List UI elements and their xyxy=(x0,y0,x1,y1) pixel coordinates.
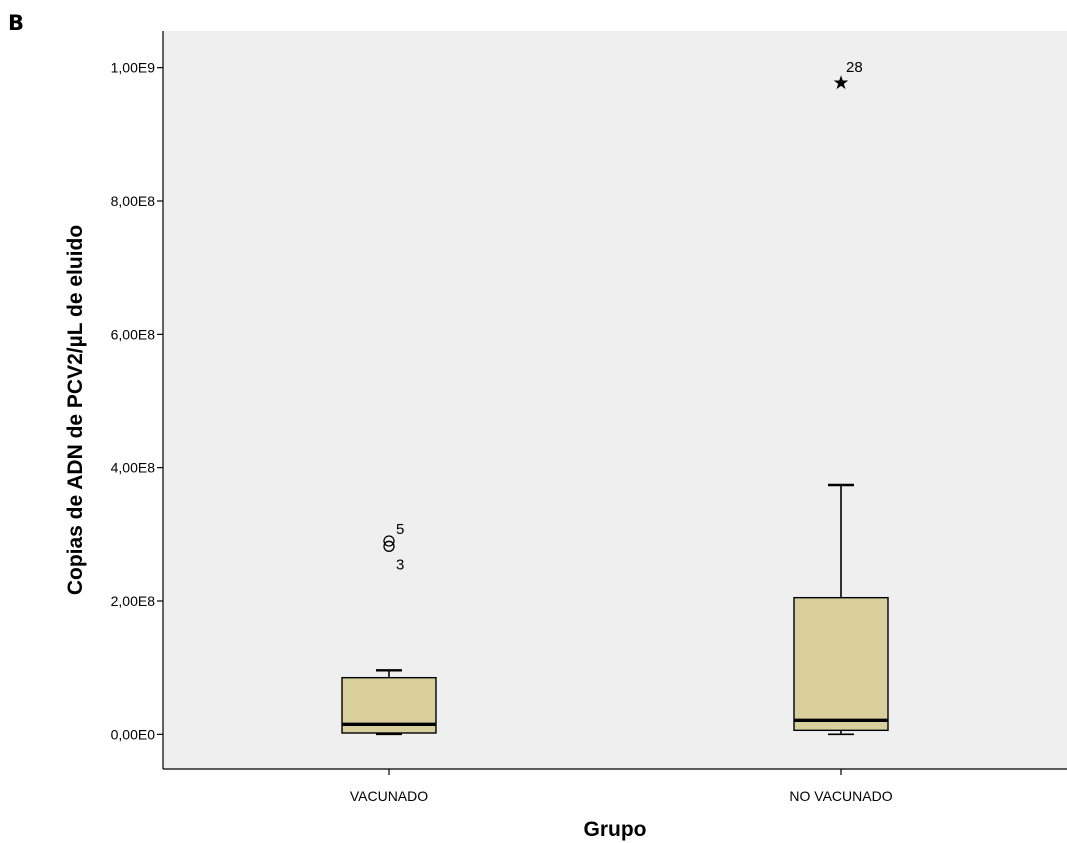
outlier-star: ★ xyxy=(832,72,849,94)
x-tick-label: NO VACUNADO xyxy=(789,788,892,804)
outlier-label: 3 xyxy=(396,556,404,573)
box-group-0: 53 xyxy=(341,521,437,736)
outlier-circle xyxy=(383,540,395,552)
y-tick-label: 0,00E0 xyxy=(111,726,156,742)
y-tick-label: 1,00E9 xyxy=(111,60,156,76)
x-tick-label: VACUNADO xyxy=(350,788,428,804)
box-iqr xyxy=(793,596,889,732)
chart-marks: 53★28 xyxy=(341,59,889,736)
outlier-label: 28 xyxy=(846,59,863,76)
y-axis-title: Copias de ADN de PCV2/µL de eluido xyxy=(64,225,87,595)
y-tick-label: 2,00E8 xyxy=(111,593,156,609)
y-tick-label: 4,00E8 xyxy=(111,460,156,476)
x-axis-title: Grupo xyxy=(584,818,647,841)
y-tick-label: 8,00E8 xyxy=(111,193,156,209)
y-tick-label: 6,00E8 xyxy=(111,326,156,342)
panel-label: B xyxy=(8,11,24,35)
outlier-circle xyxy=(383,535,395,547)
axes: 0,00E0 2,00E8 4,00E8 6,00E8 8,00E8 1,00E9 VACU… xyxy=(111,31,1067,804)
box-group-1: ★28 xyxy=(793,59,889,736)
plot-area xyxy=(163,31,1067,769)
outlier-label: 5 xyxy=(396,521,404,538)
